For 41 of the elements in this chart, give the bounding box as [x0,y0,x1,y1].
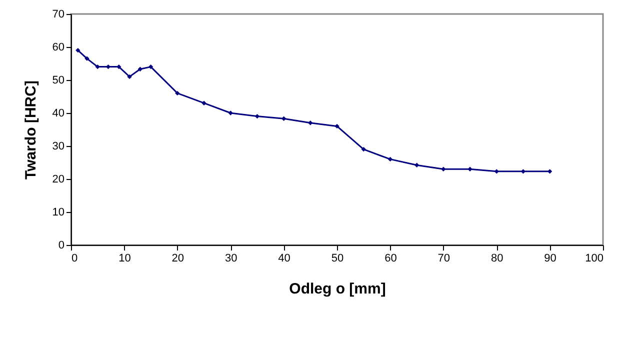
point [468,166,472,172]
point [281,116,286,121]
x-tick-label: 70 [438,252,450,264]
x-tick-label: 40 [278,252,290,264]
point [95,64,100,70]
point [148,64,154,70]
point [116,64,122,70]
point [361,146,366,152]
x-tick-label: 0 [72,252,78,264]
y-tick-label: 70 [52,8,64,20]
point [228,110,233,116]
x-tick-label: 50 [331,252,344,264]
x-tick-label: 30 [224,252,238,264]
point [138,66,143,72]
x-tick-label: 100 [585,252,604,264]
y-tick-label: 40 [52,108,64,120]
point [254,114,260,119]
x-tick-label: 90 [544,252,556,264]
x-tick-label: 80 [490,252,504,264]
y-tick-label: 0 [58,240,64,252]
point [84,56,90,61]
x-tick-label: 10 [118,252,131,264]
point [441,166,446,172]
y-tick-label: 60 [52,42,64,54]
x-tick-label: 60 [384,252,397,264]
point [175,90,180,96]
y-tick-label: 10 [52,206,64,218]
point [334,124,340,129]
point [76,48,80,53]
point [127,74,132,80]
point [494,169,499,174]
x-axis-title: Odleg o [mm] [289,280,386,298]
x-tick-label: 20 [172,252,184,264]
point [414,162,420,168]
point [388,156,393,162]
y-axis-title: Twardo [HRC] [22,80,40,180]
point [308,120,313,126]
y-tick-label: 50 [52,74,64,86]
y-tick-label: 20 [52,174,64,186]
y-tick-label: 30 [52,140,64,152]
point [202,100,206,106]
